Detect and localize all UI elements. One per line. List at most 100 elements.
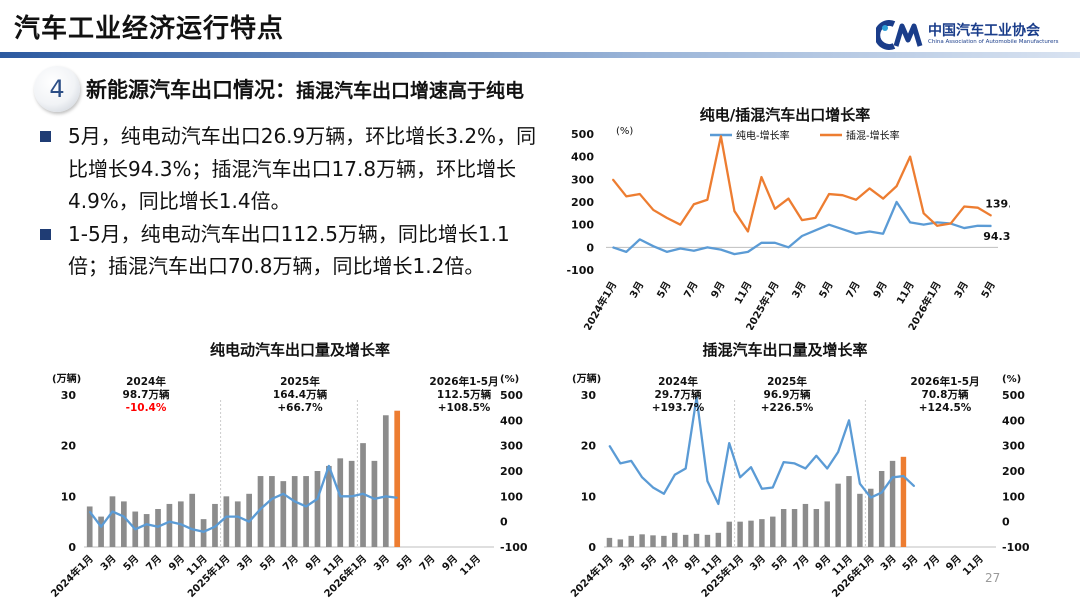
x-tick-label: 5月	[655, 280, 674, 301]
x-tick-label: 5月	[769, 553, 789, 573]
bar	[382, 415, 389, 547]
bar	[291, 476, 298, 547]
annotation-period: 2025年	[767, 375, 807, 388]
series-point-1	[882, 198, 884, 200]
series-point-1	[774, 208, 776, 210]
bar	[606, 537, 613, 547]
x-tick-label: 3月	[371, 553, 391, 573]
right-unit-label: (%)	[500, 374, 519, 385]
bar	[661, 535, 667, 547]
logo-english: China Association of Automobile Manufact…	[928, 39, 1059, 45]
series-line-0	[612, 200, 992, 256]
bullet-item: 1-5月，纯电动汽车出口112.5万辆，同比增长1.1倍；插混汽车出口70.8万…	[36, 218, 546, 283]
bar	[726, 521, 732, 547]
caam-logo-icon	[874, 20, 923, 50]
annotation-period: 2025年	[280, 375, 320, 388]
growth-point	[783, 461, 785, 463]
series-point-1	[923, 212, 925, 214]
y-tick-label: 500	[571, 128, 594, 141]
left-unit-label: (万辆)	[572, 372, 601, 385]
x-tick-label: 3月	[617, 553, 637, 573]
growth-point	[641, 476, 643, 478]
left-y-tick: 0	[588, 541, 596, 554]
series-point-1	[896, 185, 898, 187]
growth-point	[248, 521, 250, 523]
bar	[98, 516, 104, 547]
association-logo: 中国汽车工业协会 China Association of Automobile…	[874, 20, 1066, 50]
series-point-1	[868, 187, 871, 189]
annotation-total: 112.5万辆	[437, 388, 492, 401]
right-y-tick: 400	[500, 414, 523, 427]
annotation-total: 164.4万辆	[273, 388, 328, 401]
growth-point	[750, 466, 752, 468]
annotation-total: 96.9万辆	[764, 388, 811, 401]
series-point-0	[909, 221, 911, 223]
series-point-0	[923, 224, 925, 226]
series-point-0	[612, 246, 614, 248]
chart-title: 纯电/插混汽车出口增长率	[700, 106, 870, 124]
growth-point	[396, 497, 398, 499]
header-divider	[0, 52, 1080, 58]
series-point-0	[828, 224, 830, 226]
x-tick-label: 7月	[144, 553, 164, 573]
series-point-0	[868, 230, 871, 233]
end-label-bev: 94.3	[983, 230, 1010, 243]
bar	[791, 509, 798, 547]
series-point-1	[936, 225, 938, 227]
bar	[223, 496, 230, 547]
bar	[715, 532, 722, 547]
x-tick-label: 7月	[660, 553, 680, 573]
growth-point	[859, 483, 861, 485]
growth-point	[237, 516, 239, 518]
growth-point	[706, 480, 709, 482]
x-tick-label: 3月	[235, 553, 255, 573]
legend-label-1: 插混-增长率	[846, 129, 900, 142]
slide-title: 汽车工业经济运行特点	[14, 14, 285, 44]
bullet-text: 1-5月，纯电动汽车出口112.5万辆，同比增长1.1倍；插混汽车出口70.8万…	[68, 221, 510, 279]
growth-point	[761, 488, 763, 490]
x-tick-label: 3月	[628, 280, 647, 301]
y-tick-label: 100	[571, 219, 594, 232]
right-y-tick: 300	[1002, 440, 1025, 453]
series-point-1	[625, 195, 627, 197]
bar	[337, 458, 344, 547]
bar	[269, 476, 275, 547]
bar	[371, 460, 378, 547]
x-tick-label: 2024年1月	[48, 552, 96, 600]
right-y-tick: 300	[500, 440, 523, 453]
series-point-0	[652, 245, 654, 247]
series-point-0	[639, 238, 641, 240]
bar	[280, 481, 287, 547]
section-title: 新能源汽车出口情况：插混汽车出口增速高于纯电	[86, 74, 524, 104]
bar	[878, 471, 885, 547]
chart-title: 纯电动汽车出口量及增长率	[210, 341, 390, 359]
x-tick-label: 5月	[817, 280, 836, 301]
logo-name: 中国汽车工业协会	[928, 23, 1040, 39]
x-tick-label: 5月	[979, 280, 998, 301]
series-point-0	[882, 233, 884, 235]
bar-highlight	[900, 456, 907, 547]
annotation-growth: +226.5%	[761, 402, 814, 414]
growth-point	[214, 526, 216, 528]
left-y-tick: 10	[61, 490, 77, 503]
growth-point	[362, 493, 364, 495]
x-tick-label: 11月	[732, 280, 754, 307]
series-point-0	[787, 246, 790, 248]
bar	[303, 476, 309, 547]
bar	[86, 506, 93, 547]
bar	[348, 460, 355, 547]
bar	[824, 501, 830, 547]
growth-point	[111, 510, 114, 513]
series-point-0	[896, 201, 898, 203]
bullet-square-icon	[40, 228, 51, 240]
series-point-0	[855, 233, 857, 235]
series-point-0	[693, 250, 695, 252]
y-tick-label: 400	[571, 151, 594, 164]
bar	[780, 509, 787, 547]
annotation-period: 2026年1-5月	[910, 375, 979, 388]
growth-point	[271, 498, 273, 500]
bar	[737, 521, 743, 547]
growth-point	[815, 455, 817, 457]
series-point-1	[841, 194, 844, 196]
bar	[813, 509, 820, 547]
